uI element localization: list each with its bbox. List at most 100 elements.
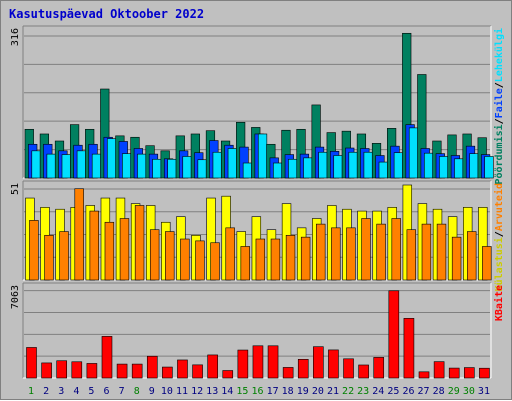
day-label: 11	[176, 386, 188, 397]
day-label: 20	[312, 386, 324, 397]
pages-bar	[303, 157, 313, 179]
day-label: 30	[463, 386, 475, 397]
sites-bar	[44, 234, 54, 281]
kbytes-bar	[101, 336, 113, 379]
kbytes-bar	[71, 361, 83, 379]
kbytes-bar	[56, 360, 67, 379]
day-label: 27	[418, 386, 430, 397]
sites-bar	[300, 236, 311, 281]
pages-bar	[408, 127, 419, 179]
sites-bar	[225, 227, 235, 281]
sites-bar	[391, 218, 401, 281]
kbytes-bar	[297, 359, 309, 379]
pages-bar	[242, 162, 253, 179]
legend-entry: Lehekülgi	[493, 28, 505, 82]
pages-bar	[91, 153, 102, 179]
sites-bar	[240, 246, 250, 281]
pages-bar	[333, 155, 343, 179]
sites-bar	[210, 242, 220, 281]
day-label: 18	[282, 386, 294, 397]
sites-bar	[89, 210, 99, 281]
sites-bar	[134, 205, 145, 281]
pages-bar	[46, 153, 56, 179]
day-label: 26	[402, 386, 414, 397]
sites-bar	[467, 231, 477, 281]
kbytes-bar	[448, 367, 460, 379]
legend-entry: Faile	[493, 88, 505, 118]
kbytes-bar	[162, 366, 173, 379]
panel-2-ymax-label: 7063	[10, 285, 21, 309]
pages-bar	[106, 138, 117, 179]
kbytes-bar	[26, 347, 37, 379]
day-label: 29	[448, 386, 460, 397]
pages-bar	[257, 133, 268, 179]
legend-entry: Külastusi	[493, 237, 505, 291]
sites-bar	[180, 238, 190, 281]
sites-bar	[436, 223, 447, 281]
pages-bar	[76, 150, 86, 179]
panel-1-legend: Külastusi/Arvuteid	[493, 183, 505, 291]
day-label: 2	[43, 386, 49, 397]
sites-bar	[361, 218, 371, 281]
pages-bar	[273, 162, 283, 179]
day-label: 31	[478, 386, 490, 397]
day-label: 14	[221, 386, 233, 397]
legend-entry: /	[494, 82, 505, 88]
sites-bar	[195, 240, 205, 281]
kbytes-bar	[131, 363, 143, 379]
pages-bar	[31, 150, 41, 179]
day-label: 10	[161, 386, 173, 397]
pages-bar	[393, 152, 404, 179]
day-label: 12	[191, 386, 203, 397]
pages-bar	[182, 156, 192, 179]
kbytes-bar	[403, 318, 415, 379]
kbytes-bar	[146, 355, 158, 379]
page-title: Kasutuspäevad Oktoober 2022	[9, 7, 205, 21]
sites-bar	[270, 238, 281, 281]
sites-bar	[119, 218, 130, 281]
panel-0-ymax-label: 316	[10, 28, 21, 46]
day-label: 6	[104, 386, 110, 397]
kbytes-bar	[222, 370, 234, 379]
day-label: 19	[297, 386, 309, 397]
sites-bar	[59, 231, 69, 281]
sites-bar	[165, 231, 175, 281]
day-label: 4	[73, 386, 79, 397]
day-label: 25	[387, 386, 399, 397]
day-label: 15	[236, 386, 248, 397]
pages-bar	[318, 151, 328, 179]
kbytes-bar	[358, 364, 369, 379]
sites-bar	[331, 227, 341, 281]
kbytes-bar	[252, 345, 264, 379]
sites-bar	[74, 188, 84, 281]
panel-2-legend: KBaite	[493, 285, 505, 321]
sites-bar	[104, 221, 115, 281]
pages-bar	[469, 153, 479, 179]
day-label: 21	[327, 386, 339, 397]
kbytes-bar	[116, 363, 128, 379]
kbytes-bar	[86, 363, 98, 379]
sites-bar	[406, 229, 417, 281]
pages-bar	[61, 154, 71, 179]
kbytes-bar	[418, 371, 430, 379]
legend-entry: /	[494, 231, 505, 237]
kbytes-bar	[282, 367, 294, 379]
pages-bar	[363, 151, 373, 179]
pages-bar	[454, 158, 464, 179]
sites-bar	[29, 220, 39, 281]
legend-entry: KBaite	[493, 285, 505, 321]
day-label: 5	[88, 386, 94, 397]
day-label: 7	[119, 386, 125, 397]
day-label: 13	[206, 386, 218, 397]
kbytes-bar	[388, 290, 400, 379]
day-label: 8	[134, 386, 140, 397]
sites-bar	[346, 227, 356, 281]
sites-bar	[285, 234, 296, 281]
day-label: 3	[58, 386, 64, 397]
kbytes-bar	[479, 367, 490, 379]
kbytes-bar	[313, 346, 324, 379]
kbytes-bar	[267, 345, 279, 379]
kbytes-bar	[207, 354, 218, 379]
kbytes-bar	[343, 358, 354, 379]
pages-bar	[227, 148, 237, 179]
